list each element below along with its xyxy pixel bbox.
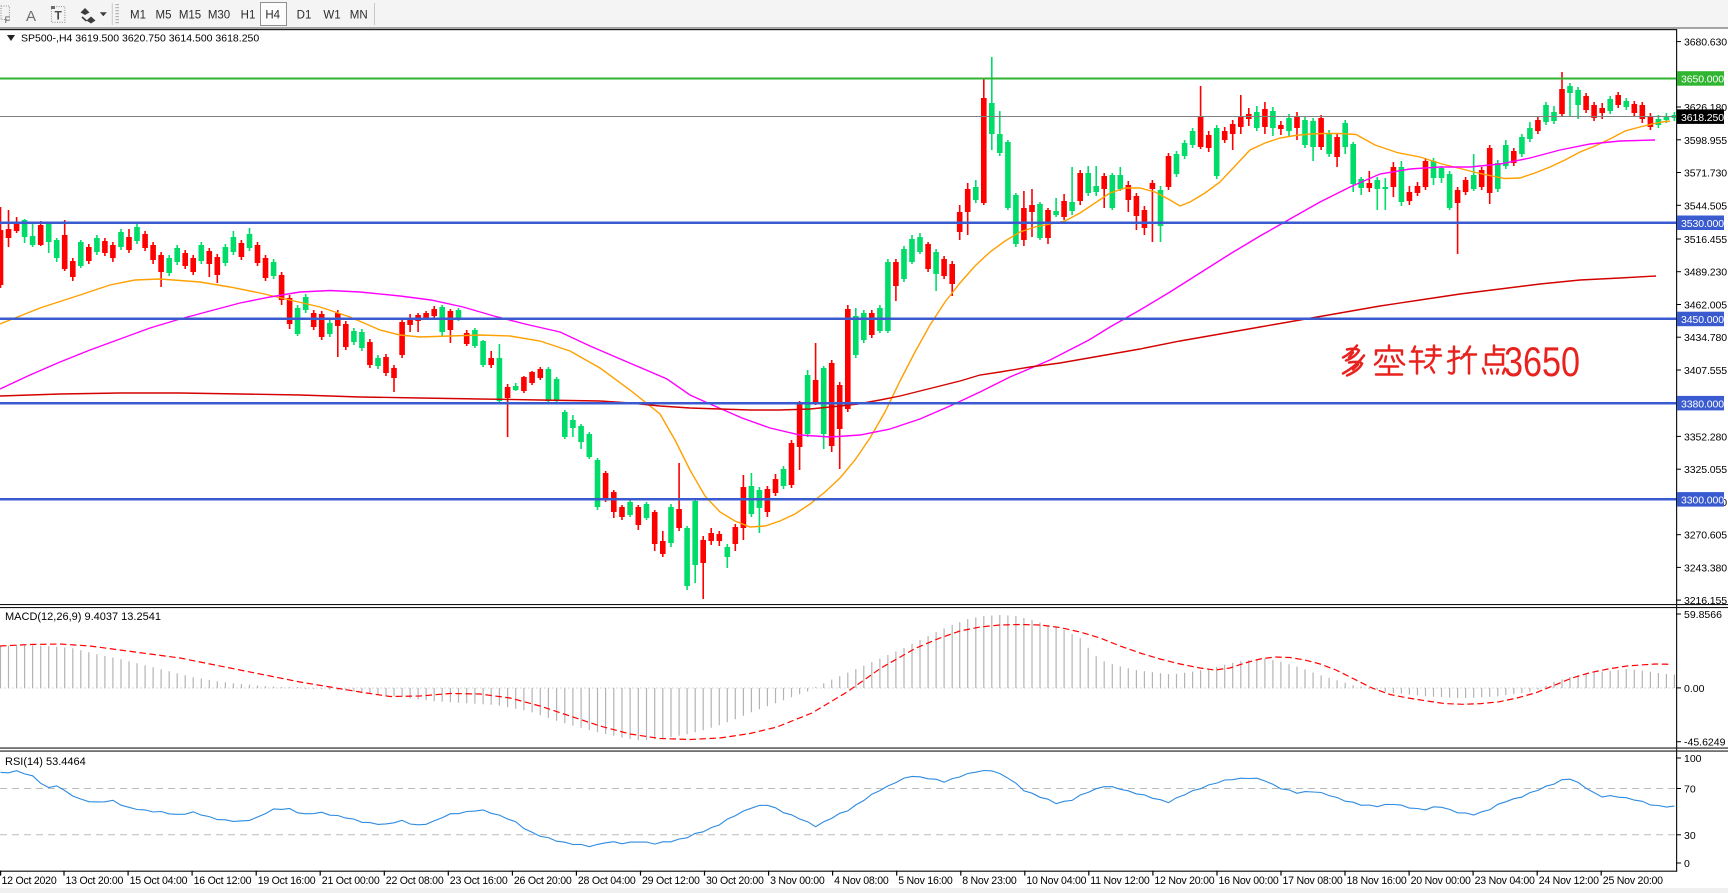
svg-text:T: T [55, 9, 63, 23]
svg-text:16 Nov 00:00: 16 Nov 00:00 [1219, 875, 1279, 887]
svg-text:3680.630: 3680.630 [1684, 37, 1727, 49]
svg-text:H4: H4 [265, 10, 280, 22]
svg-text:3571.730: 3571.730 [1684, 168, 1727, 180]
svg-text:3216.155: 3216.155 [1684, 595, 1727, 607]
svg-text:W1: W1 [323, 10, 340, 22]
svg-text:3352.280: 3352.280 [1684, 431, 1727, 443]
svg-text:0.00: 0.00 [1684, 683, 1705, 695]
svg-text:-45.6249: -45.6249 [1684, 737, 1726, 749]
svg-text:4 Nov 08:00: 4 Nov 08:00 [834, 875, 889, 887]
svg-text:12 Nov 20:00: 12 Nov 20:00 [1154, 875, 1214, 887]
svg-text:13 Oct 20:00: 13 Oct 20:00 [66, 875, 124, 887]
svg-text:25 Nov 20:00: 25 Nov 20:00 [1603, 875, 1663, 887]
svg-text:24 Nov 12:00: 24 Nov 12:00 [1539, 875, 1599, 887]
svg-text:12 Oct 2020: 12 Oct 2020 [2, 875, 57, 887]
svg-text:MACD(12,26,9) 9.4037 13.2541: MACD(12,26,9) 9.4037 13.2541 [5, 611, 161, 623]
svg-text:3650.000: 3650.000 [1681, 74, 1724, 86]
svg-text:10 Nov 04:00: 10 Nov 04:00 [1026, 875, 1086, 887]
svg-text:3325.055: 3325.055 [1684, 464, 1727, 476]
svg-text:3407.555: 3407.555 [1684, 365, 1727, 377]
svg-text:11 Nov 12:00: 11 Nov 12:00 [1090, 875, 1150, 887]
svg-text:M5: M5 [156, 10, 172, 22]
svg-text:23 Nov 04:00: 23 Nov 04:00 [1475, 875, 1535, 887]
svg-text:28 Oct 04:00: 28 Oct 04:00 [578, 875, 636, 887]
svg-text:3489.230: 3489.230 [1684, 267, 1727, 279]
svg-text:70: 70 [1684, 784, 1696, 796]
svg-text:22 Oct 08:00: 22 Oct 08:00 [386, 875, 444, 887]
svg-text:3380.000: 3380.000 [1681, 398, 1724, 410]
svg-text:15 Oct 04:00: 15 Oct 04:00 [130, 875, 188, 887]
svg-text:H1: H1 [241, 10, 256, 22]
svg-text:3516.455: 3516.455 [1684, 234, 1727, 246]
svg-text:3300.000: 3300.000 [1681, 495, 1724, 507]
svg-text:SP500-,H4 3619.500 3620.750 3: SP500-,H4 3619.500 3620.750 3614.500 361… [21, 33, 259, 45]
svg-text:5 Nov 16:00: 5 Nov 16:00 [898, 875, 953, 887]
svg-text:0: 0 [1684, 858, 1690, 870]
svg-text:19 Oct 16:00: 19 Oct 16:00 [258, 875, 316, 887]
svg-text:20 Nov 00:00: 20 Nov 00:00 [1411, 875, 1471, 887]
svg-text:100: 100 [1684, 753, 1702, 765]
svg-text:3 Nov 00:00: 3 Nov 00:00 [770, 875, 825, 887]
svg-text:A: A [26, 8, 36, 25]
svg-text:16 Oct 12:00: 16 Oct 12:00 [194, 875, 252, 887]
svg-text:18 Nov 16:00: 18 Nov 16:00 [1347, 875, 1407, 887]
svg-text:3434.780: 3434.780 [1684, 332, 1727, 344]
svg-text:3618.250: 3618.250 [1681, 112, 1724, 124]
svg-text:8 Nov 23:00: 8 Nov 23:00 [962, 875, 1017, 887]
svg-text:30 Oct 20:00: 30 Oct 20:00 [706, 875, 764, 887]
svg-text:M15: M15 [179, 10, 201, 22]
svg-text:3243.380: 3243.380 [1684, 562, 1727, 574]
svg-text:26 Oct 20:00: 26 Oct 20:00 [514, 875, 572, 887]
svg-text:F: F [5, 15, 11, 25]
svg-text:3270.605: 3270.605 [1684, 530, 1727, 542]
svg-text:M1: M1 [130, 10, 146, 22]
svg-text:RSI(14) 53.4464: RSI(14) 53.4464 [5, 756, 86, 768]
svg-text:3598.955: 3598.955 [1684, 135, 1727, 147]
svg-text:17 Nov 08:00: 17 Nov 08:00 [1283, 875, 1343, 887]
svg-text:3450.000: 3450.000 [1681, 314, 1724, 326]
svg-text:29 Oct 12:00: 29 Oct 12:00 [642, 875, 700, 887]
svg-text:3530.000: 3530.000 [1681, 218, 1724, 230]
svg-text:59.8566: 59.8566 [1684, 609, 1722, 621]
svg-text:D1: D1 [297, 10, 312, 22]
svg-text:MN: MN [350, 10, 368, 22]
svg-text:23 Oct 16:00: 23 Oct 16:00 [450, 875, 508, 887]
svg-text:3544.505: 3544.505 [1684, 200, 1727, 212]
svg-text:21 Oct 00:00: 21 Oct 00:00 [322, 875, 380, 887]
svg-text:3650: 3650 [1504, 338, 1580, 385]
svg-text:3462.005: 3462.005 [1684, 300, 1727, 312]
svg-text:30: 30 [1684, 830, 1696, 842]
svg-text:M30: M30 [208, 10, 230, 22]
